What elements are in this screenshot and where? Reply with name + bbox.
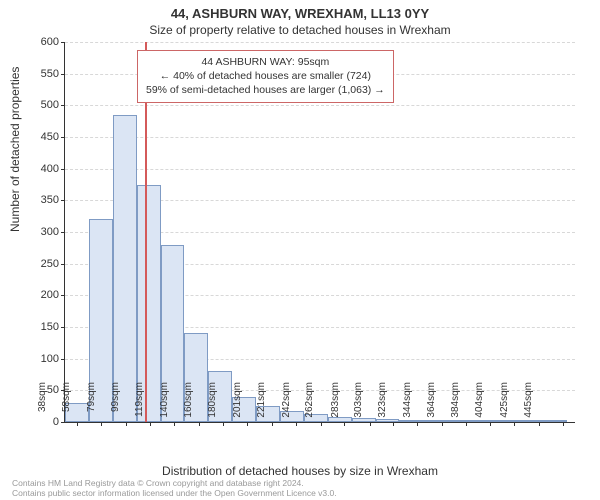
ytick-label: 100 [19,353,59,365]
xtick-label: 364sqm [426,382,437,426]
ytick-mark [61,137,65,138]
grid-line [65,42,575,43]
ytick-label: 150 [19,321,59,333]
ytick-mark [61,232,65,233]
xtick-mark [393,422,394,426]
grid-line [65,137,575,138]
ytick-mark [61,169,65,170]
xtick-label: 283sqm [330,382,341,426]
footer-line-2: Contains public sector information licen… [12,489,337,498]
xtick-mark [223,422,224,426]
xtick-label: 99sqm [110,382,121,426]
ytick-mark [61,359,65,360]
ytick-mark [61,105,65,106]
xtick-mark [77,422,78,426]
ytick-label: 550 [19,68,59,80]
xtick-mark [563,422,564,426]
ytick-label: 500 [19,99,59,111]
ytick-label: 450 [19,131,59,143]
ytick-label: 350 [19,194,59,206]
xtick-label: 58sqm [61,382,72,426]
xtick-mark [442,422,443,426]
plot-region: 05010015020025030035040045050055060038sq… [64,42,575,423]
ytick-mark [61,327,65,328]
chart-area: 05010015020025030035040045050055060038sq… [64,42,574,422]
page-title: 44, ASHBURN WAY, WREXHAM, LL13 0YY [0,6,600,21]
xtick-mark [199,422,200,426]
x-axis-label: Distribution of detached houses by size … [0,464,600,478]
ytick-mark [61,200,65,201]
xtick-label: 445sqm [523,382,534,426]
xtick-label: 140sqm [159,382,170,426]
xtick-mark [514,422,515,426]
xtick-label: 79sqm [86,382,97,426]
ytick-mark [61,295,65,296]
xtick-mark [126,422,127,426]
callout-line3: 59% of semi-detached houses are larger (… [146,83,385,97]
ytick-label: 300 [19,226,59,238]
xtick-mark [417,422,418,426]
chart-titles: 44, ASHBURN WAY, WREXHAM, LL13 0YY Size … [0,0,600,37]
xtick-label: 323sqm [377,382,388,426]
ytick-mark [61,42,65,43]
histogram-bar [113,115,137,422]
xtick-mark [272,422,273,426]
xtick-mark [321,422,322,426]
ytick-mark [61,264,65,265]
xtick-mark [344,422,345,426]
ytick-label: 400 [19,163,59,175]
xtick-mark [174,422,175,426]
ytick-label: 200 [19,289,59,301]
xtick-label: 242sqm [281,382,292,426]
grid-line [65,105,575,106]
xtick-mark [539,422,540,426]
xtick-label: 262sqm [304,382,315,426]
page-subtitle: Size of property relative to detached ho… [0,23,600,37]
xtick-mark [150,422,151,426]
xtick-label: 221sqm [256,382,267,426]
xtick-label: 180sqm [207,382,218,426]
xtick-label: 425sqm [499,382,510,426]
footer-attribution: Contains HM Land Registry data © Crown c… [12,479,337,498]
callout-line1: 44 ASHBURN WAY: 95sqm [146,55,385,69]
ytick-label: 600 [19,36,59,48]
xtick-label: 344sqm [402,382,413,426]
xtick-label: 38sqm [37,382,48,426]
callout-box: 44 ASHBURN WAY: 95sqm← 40% of detached h… [137,50,394,103]
xtick-mark [247,422,248,426]
xtick-label: 119sqm [134,382,145,426]
xtick-label: 384sqm [450,382,461,426]
xtick-mark [490,422,491,426]
callout-line2: ← 40% of detached houses are smaller (72… [146,69,385,83]
ytick-mark [61,74,65,75]
xtick-mark [466,422,467,426]
xtick-label: 404sqm [474,382,485,426]
xtick-mark [370,422,371,426]
xtick-mark [296,422,297,426]
grid-line [65,169,575,170]
y-axis-label: Number of detached properties [8,67,22,232]
ytick-label: 250 [19,258,59,270]
xtick-mark [101,422,102,426]
xtick-label: 303sqm [353,382,364,426]
xtick-label: 201sqm [232,382,243,426]
xtick-label: 160sqm [183,382,194,426]
